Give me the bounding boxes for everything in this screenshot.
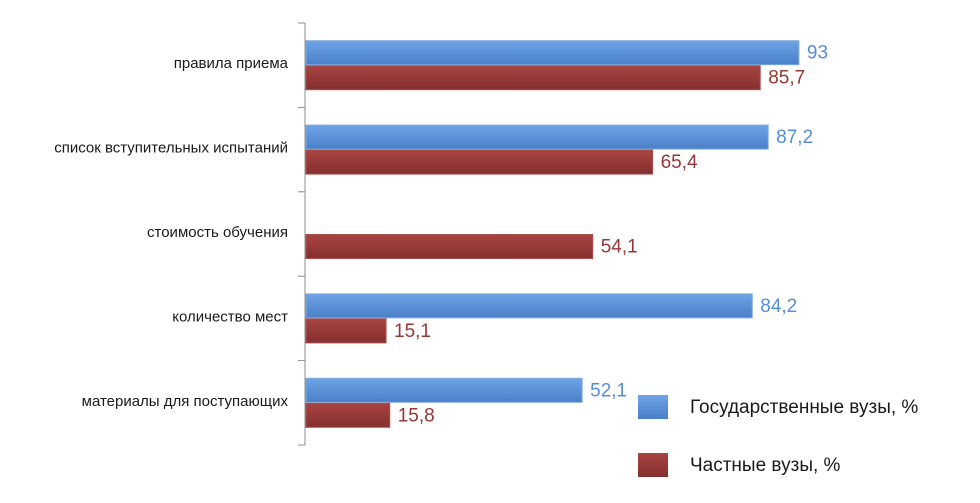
data-label: 65,4	[661, 152, 698, 173]
category-label: правила приема	[174, 55, 289, 72]
bar-private	[305, 149, 654, 175]
bar-state	[305, 40, 800, 66]
legend-label: Государственные вузы, %	[690, 397, 918, 418]
legend-swatch	[638, 453, 668, 477]
bar-state	[305, 293, 753, 319]
data-label: 84,2	[760, 296, 797, 317]
data-label: 85,7	[768, 68, 805, 89]
bar-private	[305, 65, 761, 91]
data-label: 93	[807, 43, 828, 64]
legend: Государственные вузы, % Частные вузы, %	[638, 395, 918, 477]
bar-state	[305, 124, 769, 150]
bars	[305, 40, 800, 428]
data-label: 87,2	[776, 127, 813, 148]
bar-private	[305, 402, 391, 428]
category-label: стоимость обучения	[147, 224, 288, 241]
category-label: количество мест	[172, 308, 288, 325]
category-label: материалы для поступающих	[82, 393, 289, 410]
bar-state	[305, 377, 583, 403]
category-label: список вступительных испытаний	[54, 140, 288, 157]
data-label: 54,1	[601, 237, 638, 258]
category-labels: правила приема список вступительных испыт…	[54, 55, 288, 410]
bar-private	[305, 234, 594, 259]
axis-ticks	[298, 22, 305, 446]
data-label: 15,1	[394, 321, 431, 342]
legend-swatch	[638, 395, 668, 419]
data-label: 15,8	[398, 405, 435, 426]
data-label: 52,1	[590, 380, 627, 401]
legend-label: Частные вузы, %	[690, 455, 841, 476]
bar-private	[305, 318, 387, 344]
